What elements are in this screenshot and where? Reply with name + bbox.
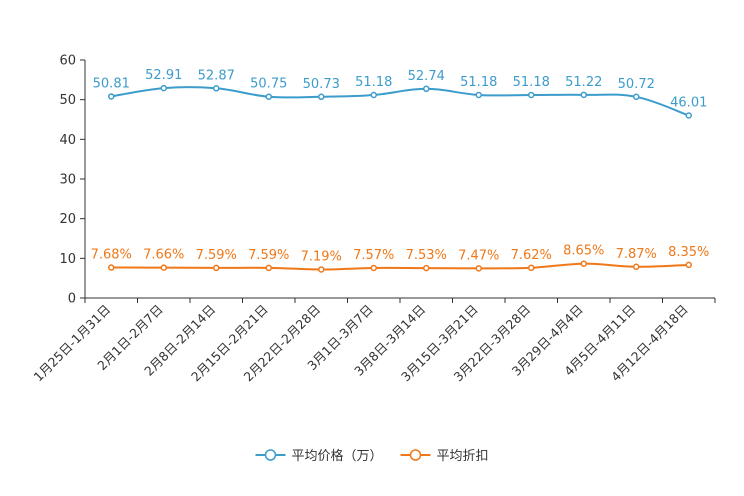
data-label: 7.59% — [248, 248, 289, 263]
data-label: 7.47% — [458, 248, 499, 263]
data-label: 8.65% — [563, 244, 604, 259]
legend-label: 平均折扣 — [437, 449, 489, 464]
data-point — [685, 261, 692, 269]
legend-label: 平均价格（万） — [292, 448, 383, 464]
data-point — [265, 264, 272, 272]
data-label: 7.87% — [616, 247, 657, 262]
data-point — [265, 93, 272, 100]
y-axis: 0 10 20 30 40 50 60 — [59, 54, 86, 307]
data-point — [423, 264, 430, 272]
data-point — [213, 264, 220, 272]
data-label: 7.68% — [91, 248, 132, 263]
legend-marker — [409, 449, 422, 461]
data-label: 50.81 — [93, 76, 130, 91]
data-label: 7.19% — [301, 249, 342, 264]
data-label: 52.87 — [198, 68, 235, 83]
y-tick-label: 0 — [68, 292, 76, 307]
series-1: 50.81 52.91 52.87 50.75 50.73 51.18 52.74 51.18… — [93, 68, 707, 119]
data-label: 51.18 — [460, 75, 497, 90]
series-layer: 50.81 52.91 52.87 50.75 50.73 51.18 52.74 51.18… — [91, 68, 709, 273]
legend-item-2: 平均折扣 — [400, 449, 489, 464]
data-point — [528, 264, 535, 272]
y-tick-label: 20 — [59, 212, 76, 227]
data-label: 50.73 — [303, 77, 340, 92]
data-label: 8.35% — [668, 245, 709, 260]
data-label: 52.91 — [145, 68, 182, 83]
data-point — [580, 91, 587, 99]
data-label: 51.18 — [513, 75, 550, 90]
data-point — [160, 264, 167, 271]
legend-marker — [264, 449, 277, 461]
data-label: 7.57% — [353, 248, 394, 263]
legend: 平均价格（万） 平均折扣 — [255, 448, 489, 464]
data-point — [580, 260, 587, 267]
data-label: 7.66% — [143, 248, 184, 263]
x-tick-label: 1月25日-1月31日 — [30, 302, 113, 385]
data-label: 50.72 — [618, 77, 655, 92]
data-label: 7.53% — [406, 248, 447, 263]
data-label: 51.18 — [355, 75, 392, 90]
legend-item-1: 平均价格（万） — [255, 448, 383, 464]
data-label: 46.01 — [670, 95, 707, 110]
y-tick-label: 40 — [59, 133, 76, 148]
series-line — [111, 262, 689, 271]
data-point — [213, 85, 220, 92]
data-point — [318, 93, 325, 101]
y-tick-label: 60 — [59, 54, 76, 69]
data-point — [475, 91, 482, 99]
data-point — [108, 93, 115, 100]
y-tick-label: 50 — [59, 93, 76, 108]
data-point — [633, 263, 640, 271]
data-point — [108, 264, 115, 271]
data-label: 51.22 — [565, 75, 602, 90]
data-point — [475, 265, 482, 272]
data-point — [318, 266, 325, 273]
data-point — [423, 85, 430, 93]
data-point — [370, 264, 377, 272]
data-point — [370, 91, 377, 99]
series-2: 7.68% 7.66% 7.59% 7.59% 7.19% 7.57% 7.53% 7.47%… — [91, 244, 709, 273]
data-point — [633, 93, 640, 101]
data-point — [528, 91, 535, 99]
y-tick-label: 30 — [59, 173, 76, 188]
data-label: 52.74 — [408, 69, 445, 84]
series-line — [111, 86, 690, 117]
data-point — [685, 112, 692, 119]
data-label: 7.62% — [511, 248, 552, 263]
data-label: 50.75 — [250, 77, 287, 92]
y-tick-label: 10 — [59, 252, 76, 267]
x-axis: 1月25日-1月31日2月1日-2月7日2月8日-2月14日2月15日-2月21… — [30, 297, 716, 385]
data-label: 7.59% — [196, 248, 237, 263]
data-point — [160, 84, 167, 92]
